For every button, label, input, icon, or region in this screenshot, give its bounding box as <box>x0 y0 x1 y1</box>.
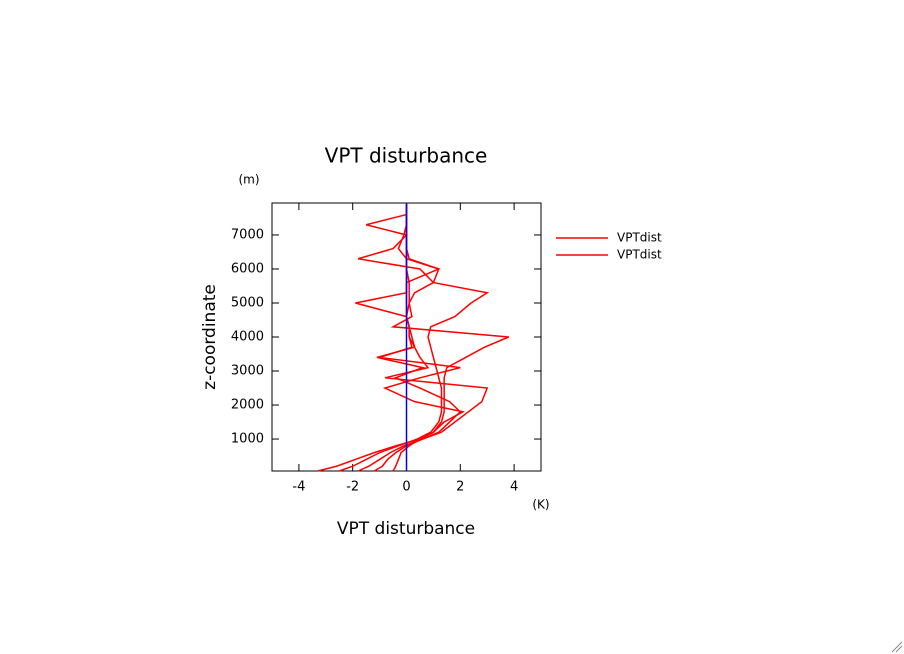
profile-line <box>317 204 510 472</box>
x-axis-label: VPT disturbance <box>337 519 475 539</box>
legend-label: VPTdist <box>617 231 662 245</box>
x-tick-label: 0 <box>402 480 410 495</box>
profile-line <box>365 204 462 472</box>
x-tick-label: -4 <box>292 480 305 495</box>
profile-line <box>338 204 490 472</box>
legend-label: VPTdist <box>617 248 662 262</box>
y-tick-label: 5000 <box>231 295 264 310</box>
x-unit: (K) <box>532 498 549 512</box>
x-tick-label: 4 <box>510 480 518 495</box>
y-tick-label: 7000 <box>231 227 264 242</box>
profile-line <box>379 204 466 472</box>
y-tick-label: 2000 <box>231 398 264 413</box>
y-tick-label: 3000 <box>231 364 264 379</box>
y-axis-label: z-coordinate <box>200 284 220 390</box>
x-tick-label: 2 <box>456 480 464 495</box>
x-tick-label: -2 <box>346 480 359 495</box>
chart-title: VPT disturbance <box>325 144 488 168</box>
y-tick-label: 4000 <box>231 330 264 345</box>
profile-line <box>355 204 489 472</box>
y-tick-label: 6000 <box>231 261 264 276</box>
resize-grip <box>891 641 903 653</box>
y-unit: (m) <box>238 173 259 187</box>
y-tick-label: 1000 <box>231 432 264 447</box>
